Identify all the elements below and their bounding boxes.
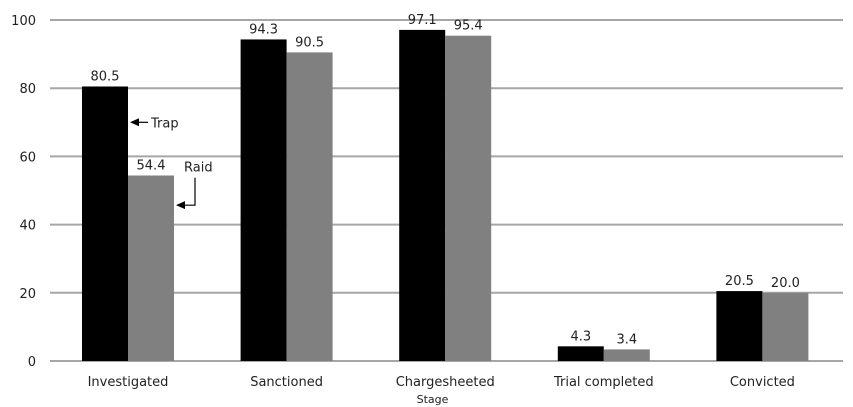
bar-raid [603, 349, 650, 361]
bar-raid [445, 35, 492, 361]
bar-trap [557, 346, 604, 361]
data-label: 80.5 [91, 69, 120, 84]
y-tick-label: 0 [28, 355, 36, 370]
bar-trap [399, 29, 446, 361]
raid-arrow-line [184, 177, 196, 206]
category-label: Chargesheeted [396, 375, 495, 390]
data-label: 20.0 [771, 276, 800, 291]
bar-raid [286, 52, 333, 362]
y-tick-label: 100 [11, 14, 36, 29]
category-label: Investigated [88, 375, 169, 390]
data-label: 4.3 [570, 329, 591, 344]
category-label: Convicted [730, 375, 795, 390]
series-annotations: Trap Raid [130, 116, 213, 210]
data-label: 90.5 [295, 35, 324, 50]
data-labels: 80.5 54.4 94.3 90.5 97.1 95.4 4.3 3.4 20.5 20.0 [91, 13, 800, 348]
y-axis-ticks: 0 20 40 60 80 100 [11, 14, 36, 370]
bar-trap [716, 291, 763, 361]
data-label: 95.4 [454, 19, 483, 34]
data-label: 20.5 [725, 274, 754, 289]
category-label: Trial completed [553, 375, 654, 390]
trap-arrow-icon [130, 118, 139, 127]
y-tick-label: 60 [19, 150, 36, 165]
bar-raid [762, 292, 809, 361]
y-tick-label: 20 [19, 287, 36, 302]
category-label: Sanctioned [250, 375, 323, 390]
bar-trap [240, 39, 287, 361]
data-label: 94.3 [249, 22, 278, 37]
data-label: 3.4 [616, 332, 637, 347]
y-tick-label: 40 [19, 219, 36, 234]
data-label: 54.4 [137, 158, 166, 173]
bar-raid [128, 175, 174, 361]
x-axis-categories: Investigated Sanctioned Chargesheeted Trial… [88, 375, 795, 390]
bars [82, 29, 809, 362]
data-label: 97.1 [408, 13, 437, 28]
raid-arrow-icon [176, 201, 185, 210]
bar-trap [82, 86, 128, 362]
y-tick-label: 80 [19, 82, 36, 97]
raid-annotation: Raid [184, 161, 213, 176]
trap-annotation: Trap [150, 116, 179, 131]
x-axis-title: Stage [417, 393, 449, 406]
